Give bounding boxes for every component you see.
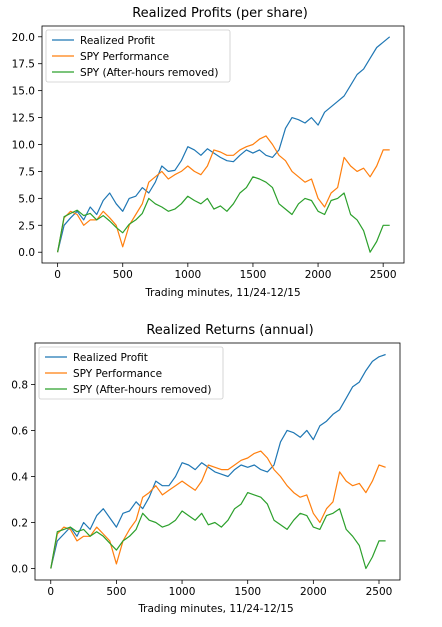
x-tick-label: 500 — [106, 586, 126, 598]
x-tick-label: 1000 — [174, 269, 201, 281]
x-tick-label: 500 — [113, 269, 133, 281]
legend-box — [45, 29, 231, 83]
x-axis-label: Trading minutes, 11/24-12/15 — [144, 287, 300, 299]
series-line-2 — [50, 492, 386, 570]
legend-label-realized-profit: Realized Profit — [80, 35, 155, 47]
x-axis-label: Trading minutes, 11/24-12/15 — [137, 603, 293, 615]
y-tick-label: 0.2 — [11, 517, 28, 529]
x-tick-label: 1000 — [169, 586, 196, 598]
x-tick-label: 1500 — [240, 269, 267, 281]
returns-chart: Realized Returns (annual) 0 500 1000 1500 20… — [11, 323, 401, 615]
series-line-1 — [57, 135, 390, 253]
legend-label-spy-performance: SPY Performance — [80, 51, 169, 63]
y-tick-label: 7.5 — [18, 166, 35, 178]
chart-title: Realized Profits (per share) — [132, 6, 308, 21]
y-tick-label: 15.0 — [12, 86, 35, 98]
legend-label-realized-profit: Realized Profit — [73, 352, 148, 364]
x-tick-label: 0 — [47, 586, 54, 598]
x-tick-label: 2500 — [370, 269, 397, 281]
series-line-0 — [50, 353, 386, 569]
axis-ticks: 0 500 1000 1500 2000 2500 0.0 0.2 0.4 0.6 0.8 — [11, 379, 392, 598]
y-tick-label: 5.0 — [18, 193, 35, 205]
legend-box — [38, 346, 224, 400]
chart-title: Realized Returns (annual) — [146, 323, 313, 338]
y-tick-label: 12.5 — [12, 113, 35, 125]
y-tick-label: 10.0 — [12, 140, 35, 152]
x-tick-label: 2000 — [305, 269, 332, 281]
y-tick-label: 0.4 — [11, 471, 28, 483]
legend: Realized Profit SPY Performance SPY (Aft… — [45, 29, 231, 83]
y-tick-label: 0.0 — [11, 563, 28, 575]
series-lines — [57, 36, 391, 253]
series-line-1 — [50, 450, 386, 569]
y-tick-label: 2.5 — [18, 220, 35, 232]
y-tick-label: 0.8 — [11, 379, 28, 391]
legend-label-spy-performance: SPY Performance — [73, 368, 162, 380]
series-lines — [50, 353, 386, 570]
x-tick-label: 0 — [54, 269, 61, 281]
series-line-0 — [57, 36, 391, 253]
profits-chart: Realized Profits (per share) 0 500 1000 150… — [12, 6, 405, 299]
series-line-2 — [57, 176, 390, 253]
y-tick-label: 17.5 — [12, 59, 35, 71]
legend-label-spy-after-hours: SPY (After-hours removed) — [80, 67, 218, 79]
x-tick-label: 2000 — [300, 586, 327, 598]
y-tick-label: 0.6 — [11, 425, 28, 437]
plot-frame — [34, 342, 401, 581]
legend-label-spy-after-hours: SPY (After-hours removed) — [73, 384, 211, 396]
x-tick-label: 2500 — [366, 586, 393, 598]
axis-ticks: 0 500 1000 1500 2000 2500 0.0 2.5 5.0 7.5 10.0 12.5… — [12, 32, 397, 281]
y-tick-label: 0.0 — [18, 247, 35, 259]
x-tick-label: 1500 — [234, 586, 261, 598]
y-tick-label: 20.0 — [12, 32, 35, 44]
legend: Realized Profit SPY Performance SPY (Aft… — [38, 346, 224, 400]
